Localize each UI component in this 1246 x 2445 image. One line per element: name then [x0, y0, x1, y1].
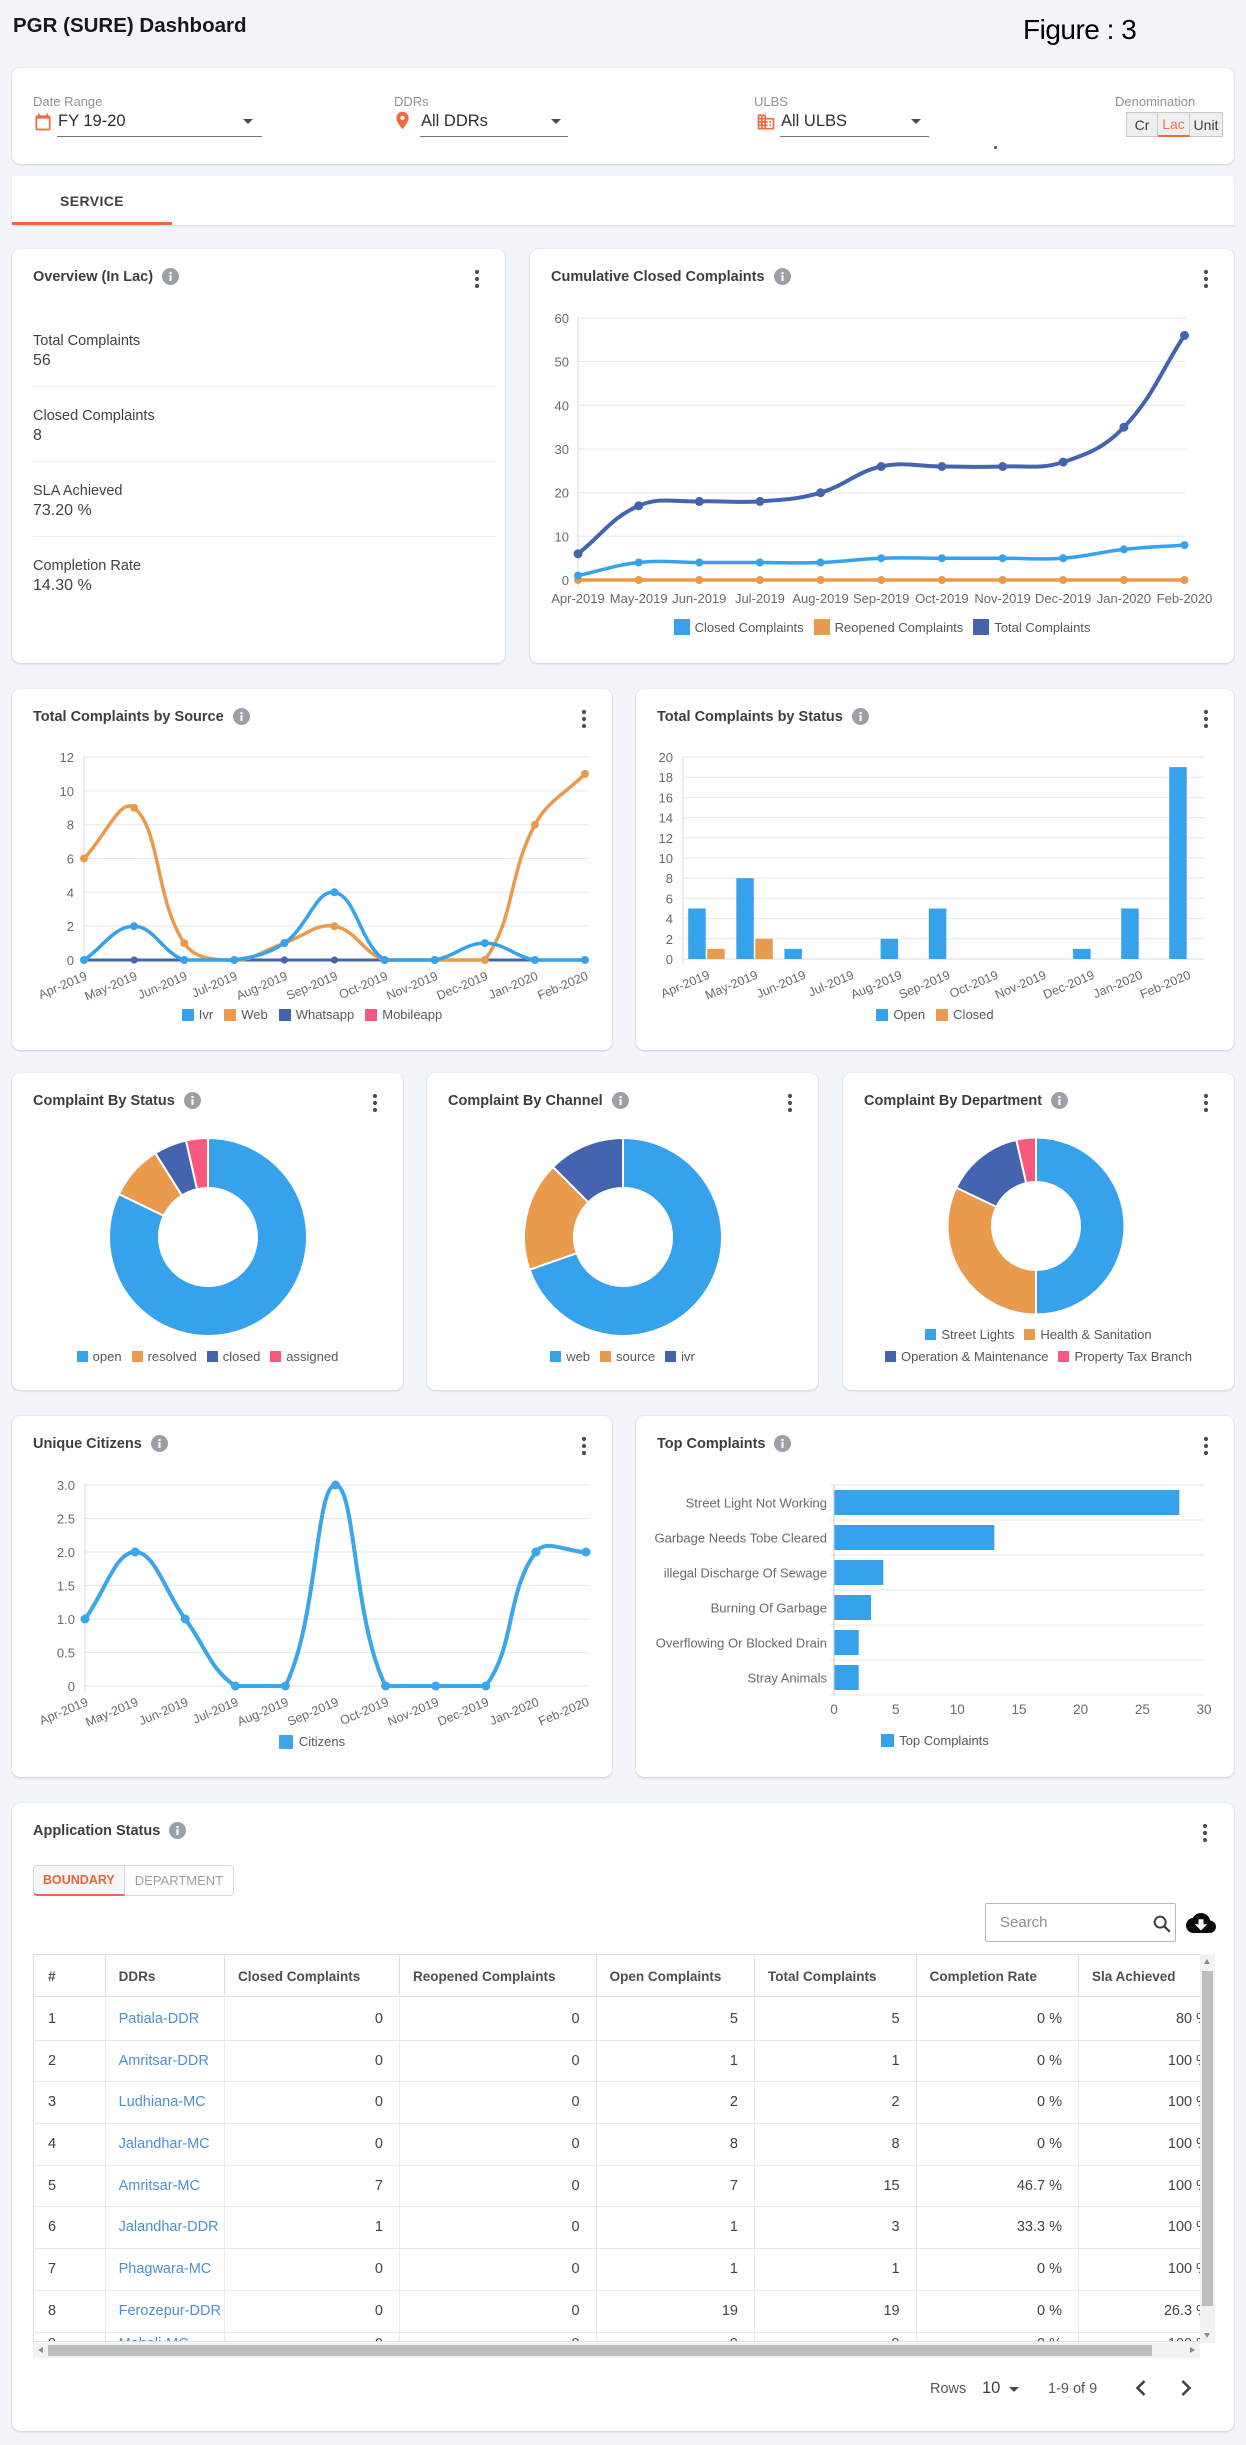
svg-text:0: 0 [830, 1702, 838, 1717]
svg-text:Aug-2019: Aug-2019 [234, 969, 289, 1003]
svg-text:Apr-2019: Apr-2019 [37, 1695, 90, 1728]
svg-text:6: 6 [67, 852, 74, 867]
svg-text:Oct-2019: Oct-2019 [337, 969, 390, 1002]
svg-text:Sep-2019: Sep-2019 [284, 969, 339, 1003]
svg-text:Jan-2020: Jan-2020 [487, 969, 540, 1002]
svg-text:20: 20 [659, 750, 673, 765]
svg-text:10: 10 [950, 1702, 965, 1717]
svg-text:30: 30 [555, 442, 569, 457]
svg-text:Jun-2019: Jun-2019 [754, 968, 807, 1001]
svg-text:Jan-2020: Jan-2020 [1091, 968, 1144, 1001]
svg-text:Jul-2019: Jul-2019 [190, 969, 240, 1001]
svg-text:Nov-2019: Nov-2019 [386, 1695, 441, 1729]
svg-text:25: 25 [1135, 1702, 1150, 1717]
svg-text:1.5: 1.5 [57, 1579, 75, 1594]
svg-text:Oct-2019: Oct-2019 [915, 591, 968, 606]
svg-text:Aug-2019: Aug-2019 [849, 968, 904, 1002]
svg-text:2.0: 2.0 [57, 1545, 75, 1560]
svg-text:Feb-2020: Feb-2020 [1157, 591, 1213, 606]
svg-text:Sep-2019: Sep-2019 [285, 1695, 340, 1729]
svg-text:Nov-2019: Nov-2019 [993, 968, 1048, 1002]
svg-text:1.0: 1.0 [57, 1612, 75, 1627]
svg-text:Jul-2019: Jul-2019 [806, 968, 856, 1000]
svg-text:Apr-2019: Apr-2019 [551, 591, 604, 606]
svg-text:Oct-2019: Oct-2019 [947, 968, 1000, 1001]
svg-text:Dec-2019: Dec-2019 [435, 969, 490, 1003]
svg-text:2: 2 [666, 932, 673, 947]
svg-text:Street Light Not Working: Street Light Not Working [686, 1496, 827, 1511]
svg-text:0: 0 [562, 573, 569, 588]
svg-text:8: 8 [67, 818, 74, 833]
svg-text:18: 18 [659, 770, 673, 785]
svg-text:Stray Animals: Stray Animals [748, 1671, 828, 1686]
svg-text:Jul-2019: Jul-2019 [191, 1695, 241, 1727]
svg-text:10: 10 [659, 851, 673, 866]
svg-text:Overflowing Or Blocked Drain: Overflowing Or Blocked Drain [656, 1636, 827, 1651]
svg-text:30: 30 [1196, 1702, 1211, 1717]
svg-text:Sep-2019: Sep-2019 [853, 591, 909, 606]
svg-text:Jul-2019: Jul-2019 [735, 591, 785, 606]
svg-text:0: 0 [666, 952, 673, 967]
svg-text:0: 0 [67, 953, 74, 968]
svg-text:Feb-2020: Feb-2020 [1138, 968, 1193, 1002]
svg-text:Dec-2019: Dec-2019 [436, 1695, 491, 1729]
svg-text:Nov-2019: Nov-2019 [974, 591, 1030, 606]
svg-text:12: 12 [60, 750, 74, 765]
svg-text:Dec-2019: Dec-2019 [1035, 591, 1091, 606]
svg-text:2: 2 [67, 919, 74, 934]
svg-text:Nov-2019: Nov-2019 [385, 969, 440, 1003]
svg-text:Feb-2020: Feb-2020 [536, 1695, 591, 1729]
svg-text:Oct-2019: Oct-2019 [338, 1695, 391, 1728]
svg-text:10: 10 [555, 529, 569, 544]
svg-text:15: 15 [1011, 1702, 1026, 1717]
svg-text:Jun-2019: Jun-2019 [672, 591, 726, 606]
svg-text:60: 60 [555, 311, 569, 326]
svg-text:Apr-2019: Apr-2019 [36, 969, 89, 1002]
svg-text:0.5: 0.5 [57, 1646, 75, 1661]
svg-text:20: 20 [1073, 1702, 1088, 1717]
svg-text:May-2019: May-2019 [84, 1695, 141, 1730]
svg-text:illegal Discharge Of Sewage: illegal Discharge Of Sewage [664, 1566, 827, 1581]
svg-text:40: 40 [555, 398, 569, 413]
svg-text:4: 4 [67, 885, 74, 900]
svg-text:May-2019: May-2019 [83, 969, 140, 1004]
svg-text:Jun-2019: Jun-2019 [137, 1695, 190, 1728]
svg-text:Dec-2019: Dec-2019 [1041, 968, 1096, 1002]
svg-text:3.0: 3.0 [57, 1478, 75, 1493]
svg-text:50: 50 [555, 355, 569, 370]
svg-text:12: 12 [659, 831, 673, 846]
svg-text:8: 8 [666, 871, 673, 886]
svg-text:Aug-2019: Aug-2019 [792, 591, 848, 606]
svg-text:20: 20 [555, 486, 569, 501]
svg-text:Jun-2019: Jun-2019 [136, 969, 189, 1002]
svg-text:10: 10 [60, 784, 74, 799]
svg-text:5: 5 [892, 1702, 900, 1717]
svg-text:Apr-2019: Apr-2019 [659, 968, 712, 1001]
svg-text:16: 16 [659, 790, 673, 805]
svg-text:Aug-2019: Aug-2019 [235, 1695, 290, 1729]
svg-text:Jan-2020: Jan-2020 [1097, 591, 1151, 606]
svg-text:May-2019: May-2019 [610, 591, 668, 606]
svg-text:May-2019: May-2019 [703, 968, 760, 1003]
svg-text:6: 6 [666, 891, 673, 906]
svg-text:Sep-2019: Sep-2019 [897, 968, 952, 1002]
svg-text:2.5: 2.5 [57, 1512, 75, 1527]
svg-text:14: 14 [659, 811, 673, 826]
svg-text:0: 0 [68, 1679, 75, 1694]
svg-text:Garbage Needs Tobe Cleared: Garbage Needs Tobe Cleared [655, 1531, 828, 1546]
svg-text:Jan-2020: Jan-2020 [488, 1695, 541, 1728]
svg-text:Feb-2020: Feb-2020 [535, 969, 590, 1003]
svg-text:4: 4 [666, 912, 673, 927]
svg-text:Burning Of Garbage: Burning Of Garbage [711, 1601, 827, 1616]
